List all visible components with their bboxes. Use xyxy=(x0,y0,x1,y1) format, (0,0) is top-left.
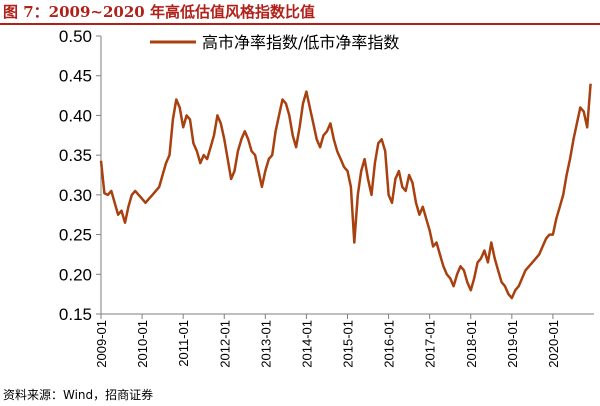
legend-label: 高市净率指数/低市净率指数 xyxy=(202,33,399,52)
x-tick-label: 2016-01 xyxy=(382,320,397,368)
x-axis-ticks: 2009-01 2010-01 2011-01 2012-01 2013-01 2014-… xyxy=(94,314,561,368)
y-tick-label: 0.20 xyxy=(59,265,92,284)
figure-title: 图 7：2009~2020 年高低估值风格指数比值 xyxy=(3,3,315,21)
x-tick-label: 2020-01 xyxy=(546,320,561,368)
series-line xyxy=(99,83,592,300)
y-tick-label: 0.35 xyxy=(59,146,92,165)
x-tick-label: 2018-01 xyxy=(464,320,479,368)
y-axis-ticks: 0.15 0.20 0.25 0.30 0.35 0.40 0.45 0.50 xyxy=(59,27,101,324)
x-tick-label: 2015-01 xyxy=(341,320,356,368)
y-tick-label: 0.40 xyxy=(59,106,92,125)
x-tick-label: 2009-01 xyxy=(94,320,109,368)
x-tick-label: 2019-01 xyxy=(505,320,520,368)
y-tick-label: 0.30 xyxy=(59,186,92,205)
legend: 高市净率指数/低市净率指数 xyxy=(150,33,399,52)
source-note: 资料来源：Wind，招商证券 xyxy=(3,388,154,402)
x-tick-label: 2010-01 xyxy=(135,320,150,368)
x-tick-label: 2011-01 xyxy=(176,320,191,367)
x-tick-label: 2013-01 xyxy=(258,320,273,368)
y-tick-label: 0.15 xyxy=(59,305,92,324)
x-tick-label: 2017-01 xyxy=(423,320,438,368)
x-tick-label: 2014-01 xyxy=(299,320,314,368)
x-tick-label: 2012-01 xyxy=(217,320,232,368)
y-tick-label: 0.45 xyxy=(59,67,92,86)
y-tick-label: 0.25 xyxy=(59,226,92,245)
title-underline xyxy=(0,23,600,25)
y-tick-label: 0.50 xyxy=(59,27,92,46)
